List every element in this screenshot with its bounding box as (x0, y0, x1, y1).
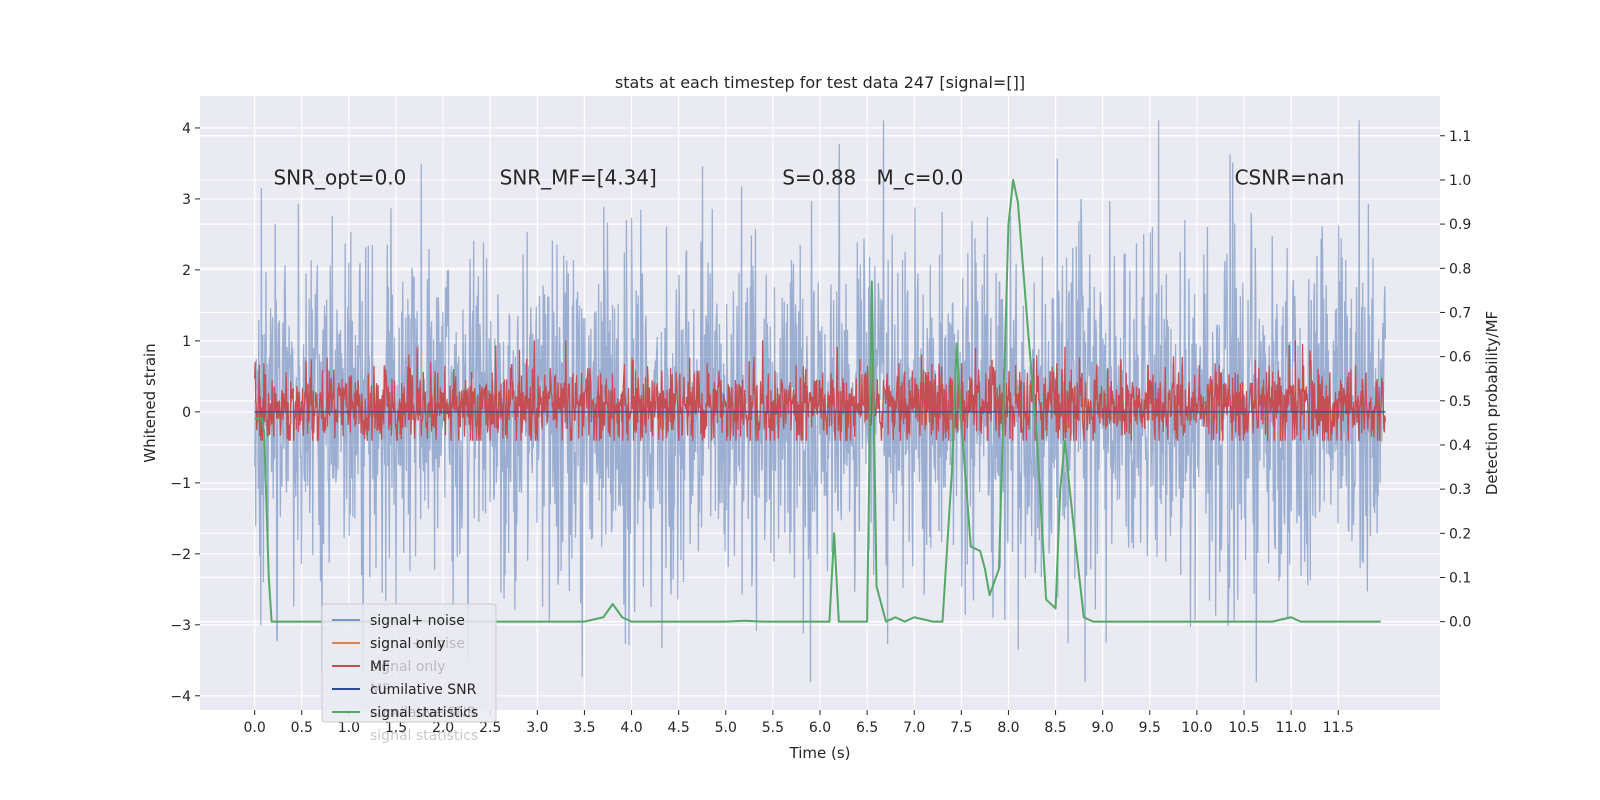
x-axis-ticks: 0.0 0.5 1.0 1.5 2.0 2.5 3.0 3.5 4.0 4.5 5.0 5.5 6.0 6… (244, 710, 1354, 736)
series-line-signal-statistics (254, 178, 1381, 623)
y-tick-label: −1 (170, 476, 191, 492)
x-tick-label: 3.5 (573, 720, 595, 736)
x-tick-label: 6.0 (809, 720, 831, 736)
annotation: S=0.88 (782, 166, 856, 190)
series-line-mf (254, 340, 1386, 441)
legend-ghost-label: MF (370, 682, 390, 698)
legend-label: signal only (370, 636, 445, 652)
legend-ghost-label: signal+ noise (370, 636, 465, 652)
series-layer (254, 120, 1386, 683)
y-right-axis-label: Detection probability/MF (1483, 311, 1501, 495)
y-tick-label: −4 (170, 689, 191, 705)
y-right-tick-label: 0.2 (1449, 526, 1471, 542)
y-right-tick-label: 0.3 (1449, 482, 1471, 498)
x-tick-label: 4.5 (668, 720, 690, 736)
y-right-tick-label: 1.1 (1449, 129, 1471, 145)
right-axis-ticks: 0.0 0.1 0.2 0.3 0.4 0.5 0.6 0.7 0.8 0.9 1.0 1.1 (1440, 129, 1471, 631)
legend-label: signal+ noise (370, 613, 465, 629)
y-axis-ticks: −4 −3 −2 −1 0 1 2 3 4 (170, 121, 200, 705)
y-tick-label: 2 (182, 263, 191, 279)
x-tick-label: 3.0 (526, 720, 548, 736)
y-right-tick-label: 0.7 (1449, 305, 1471, 321)
x-tick-label: 5.0 (715, 720, 737, 736)
y-right-tick-label: 1.0 (1449, 173, 1471, 189)
chart-title: stats at each timestep for test data 247… (615, 73, 1025, 92)
x-tick-label: 7.0 (903, 720, 925, 736)
y-right-tick-label: 0.1 (1449, 570, 1471, 586)
legend-label: signal statistics (370, 705, 478, 721)
x-tick-label: 1.0 (338, 720, 360, 736)
x-tick-label: 9.0 (1092, 720, 1114, 736)
legend-ghost-label: signal only (370, 659, 445, 675)
x-tick-label: 10.5 (1228, 720, 1259, 736)
x-tick-label: 2.0 (432, 720, 454, 736)
annotation: SNR_MF=[4.34] (500, 166, 657, 190)
x-tick-label: 9.5 (1139, 720, 1161, 736)
y-right-tick-label: 0.4 (1449, 438, 1471, 454)
x-tick-label: 0.0 (244, 720, 266, 736)
annotation: CSNR=nan (1235, 166, 1345, 190)
x-tick-label: 6.5 (856, 720, 878, 736)
legend-label: MF (370, 659, 390, 675)
x-tick-label: 7.5 (950, 720, 972, 736)
annotation: SNR_opt=0.0 (273, 166, 406, 190)
x-tick-label: 0.5 (291, 720, 313, 736)
y-tick-label: 1 (182, 334, 191, 350)
y-tick-label: −3 (170, 618, 191, 634)
x-tick-label: 2.5 (479, 720, 501, 736)
x-tick-label: 11.5 (1323, 720, 1354, 736)
y-axis-label: Whitened strain (141, 343, 159, 462)
x-tick-label: 8.5 (1044, 720, 1066, 736)
annotation: M_c=0.0 (877, 166, 964, 190)
y-right-tick-label: 0.9 (1449, 217, 1471, 233)
y-right-tick-label: 0.6 (1449, 350, 1471, 366)
y-right-tick-label: 0.8 (1449, 261, 1471, 277)
x-tick-label: 10.0 (1181, 720, 1212, 736)
y-tick-label: 3 (182, 192, 191, 208)
x-tick-label: 5.5 (762, 720, 784, 736)
y-tick-label: 4 (182, 121, 191, 137)
x-tick-label: 8.0 (997, 720, 1019, 736)
x-tick-label: 11.0 (1276, 720, 1307, 736)
annotations: SNR_opt=0.0 SNR_MF=[4.34] S=0.88 M_c=0.0 CSN… (273, 166, 1344, 190)
legend-box (321, 603, 497, 723)
y-right-tick-label: 0.5 (1449, 394, 1471, 410)
legend-ghost-label: signal statistics (370, 728, 478, 744)
x-tick-label: 4.0 (620, 720, 642, 736)
y-tick-label: 0 (182, 405, 191, 421)
legend-ghost-label: cumilative SNR (370, 705, 477, 721)
x-axis-label: Time (s) (789, 744, 851, 762)
y-tick-label: −2 (170, 547, 191, 563)
legend-label: cumilative SNR (370, 682, 477, 698)
x-tick-label: 1.5 (385, 720, 407, 736)
y-right-tick-label: 0.0 (1449, 615, 1471, 631)
